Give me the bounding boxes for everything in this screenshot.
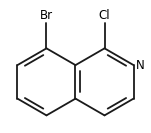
Text: Br: Br xyxy=(40,9,53,22)
Text: Cl: Cl xyxy=(99,9,110,22)
Text: N: N xyxy=(136,59,144,72)
